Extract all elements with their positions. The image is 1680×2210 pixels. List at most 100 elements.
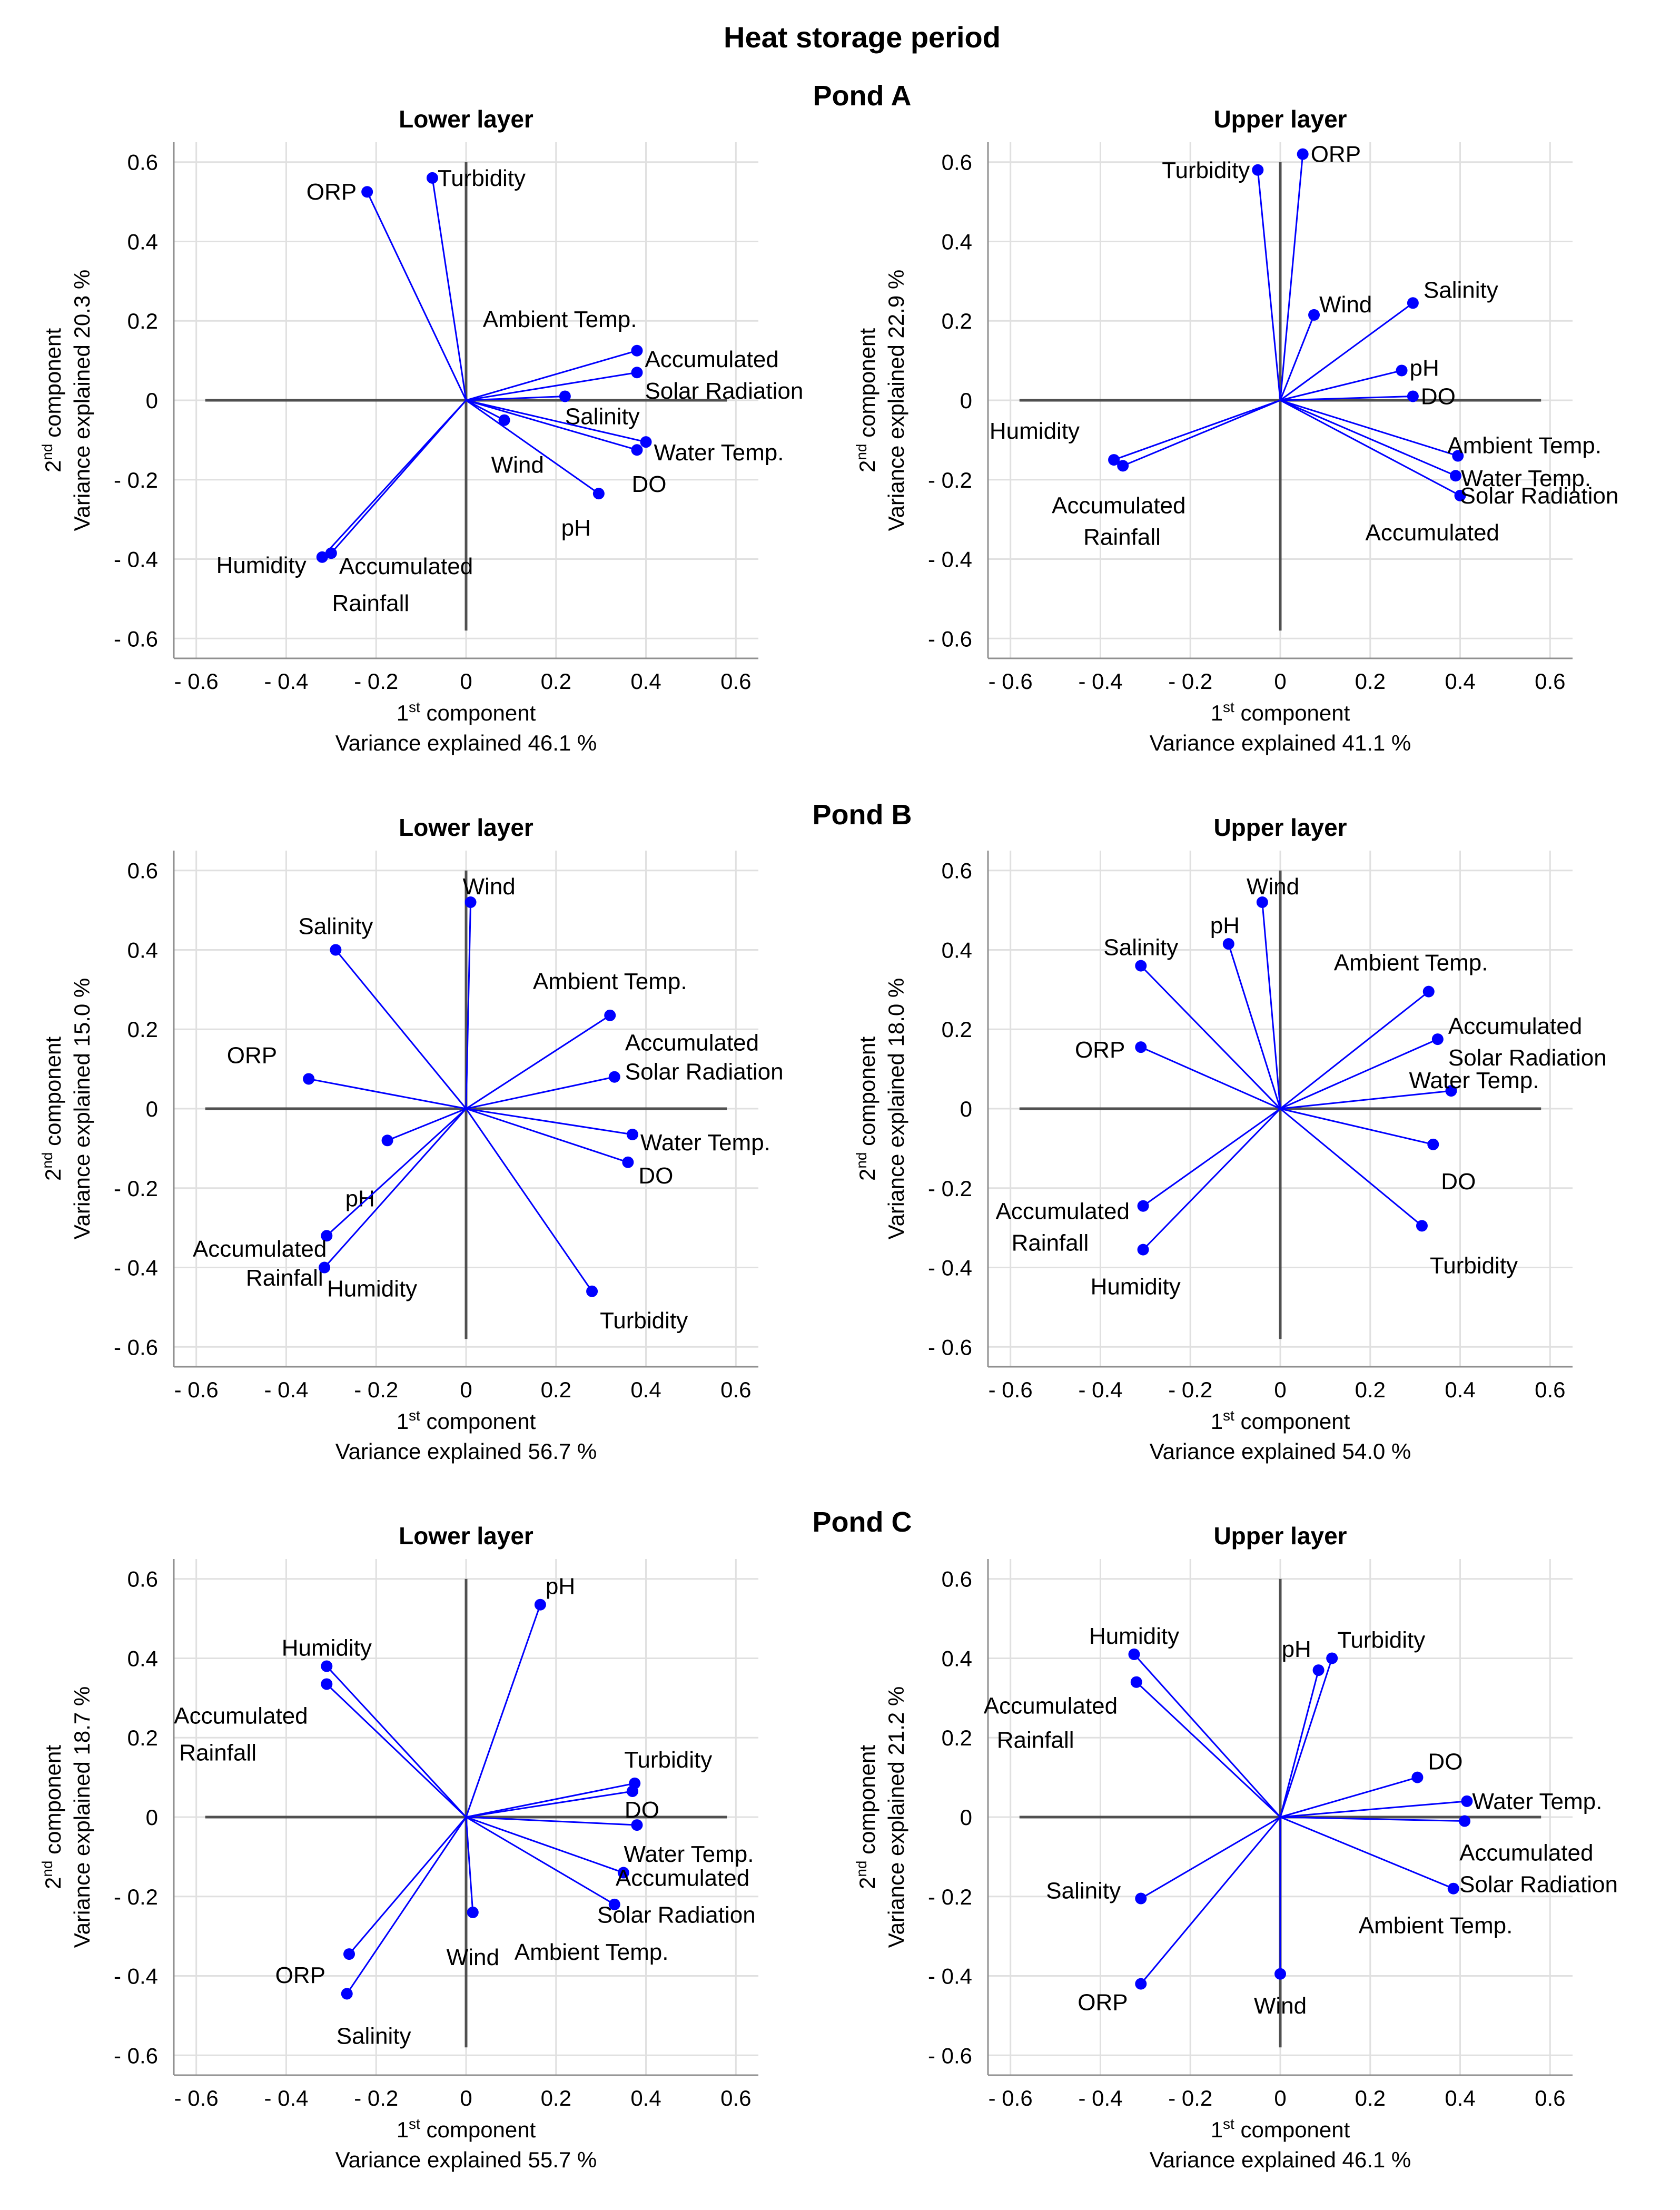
panel-title: Lower layer	[399, 1522, 533, 1550]
loading-point[interactable]	[316, 551, 328, 563]
y-axis-label: 2nd component	[853, 1745, 879, 1889]
loading-point[interactable]	[559, 390, 571, 402]
x-tick-label: 0	[460, 2086, 472, 2110]
loading-point[interactable]	[321, 1678, 333, 1690]
loading-vector	[1280, 991, 1429, 1110]
y-tick-label: 0.6	[942, 859, 972, 883]
loading-point[interactable]	[1222, 938, 1234, 950]
loading-point[interactable]	[1326, 1652, 1338, 1664]
loading-point[interactable]	[465, 896, 477, 908]
y-tick-label: 0	[146, 388, 158, 413]
loading-point[interactable]	[1135, 1978, 1147, 1990]
y-tick-label: 0.6	[127, 859, 158, 883]
loading-point[interactable]	[343, 1948, 355, 1960]
loading-point[interactable]	[1411, 1771, 1424, 1783]
loading-point[interactable]	[1117, 460, 1129, 472]
point-label: Accumulated	[174, 1703, 308, 1729]
point-label: Accumulated	[996, 1199, 1130, 1225]
x-tick-label: 0.2	[1355, 669, 1386, 694]
loading-point[interactable]	[1130, 1676, 1142, 1688]
loading-point[interactable]	[608, 1071, 620, 1083]
loading-point[interactable]	[1454, 489, 1466, 501]
y-tick-label: 0.2	[127, 1725, 158, 1750]
loading-point[interactable]	[341, 1988, 353, 2000]
loading-point[interactable]	[321, 1660, 333, 1672]
loading-point[interactable]	[1135, 1041, 1147, 1053]
loading-point[interactable]	[1431, 1033, 1444, 1045]
loading-point[interactable]	[592, 488, 605, 500]
loading-point[interactable]	[586, 1285, 598, 1297]
y-tick-label: - 0.2	[114, 1885, 158, 1909]
loading-point[interactable]	[1135, 960, 1147, 972]
loading-point[interactable]	[631, 344, 643, 357]
loading-point[interactable]	[325, 547, 337, 559]
loading-vector	[1280, 1777, 1418, 1818]
loading-point[interactable]	[631, 1819, 643, 1831]
loading-point[interactable]	[1407, 297, 1419, 309]
point-label: Humidity	[1091, 1274, 1181, 1300]
loading-point[interactable]	[631, 367, 643, 379]
point-label: Humidity	[1089, 1623, 1179, 1649]
x-tick-label: - 0.4	[264, 1377, 308, 1402]
loading-vector	[431, 177, 467, 401]
loading-point[interactable]	[622, 1156, 634, 1168]
loading-point[interactable]	[626, 1785, 638, 1797]
loading-point[interactable]	[1308, 309, 1320, 321]
point-label: Accumulated	[1366, 520, 1499, 546]
loading-point[interactable]	[361, 186, 373, 198]
y-tick-label: - 0.6	[928, 2043, 972, 2068]
loading-point[interactable]	[498, 414, 510, 426]
loading-point[interactable]	[1416, 1220, 1428, 1232]
loading-point[interactable]	[426, 172, 438, 184]
loading-point[interactable]	[330, 944, 342, 956]
loading-point[interactable]	[1445, 1085, 1457, 1097]
loading-point[interactable]	[604, 1009, 616, 1021]
loading-point[interactable]	[640, 436, 652, 448]
loading-vector	[323, 1108, 467, 1268]
loading-point[interactable]	[534, 1599, 546, 1611]
loading-point[interactable]	[319, 1261, 331, 1274]
biplot-panel: - 0.6 - 0.4 - 0.2 0 0.2 0.4 0.6 0.6 0.4 0.2 0 - 0.2…	[39, 814, 784, 1464]
loading-point[interactable]	[1422, 985, 1435, 998]
loading-point[interactable]	[1108, 454, 1120, 466]
point-label: ORP	[1075, 1037, 1125, 1063]
loading-point[interactable]	[1407, 390, 1419, 402]
loading-point[interactable]	[1459, 1815, 1471, 1827]
loading-point[interactable]	[1427, 1138, 1439, 1150]
loading-point[interactable]	[1274, 1968, 1286, 1980]
point-label: pH	[345, 1186, 375, 1211]
y-tick-label: 0.2	[942, 1725, 972, 1750]
loading-point[interactable]	[1452, 450, 1464, 462]
loading-vector	[466, 399, 637, 451]
loading-point[interactable]	[1252, 164, 1264, 176]
y-tick-label: - 0.6	[114, 1335, 158, 1359]
loading-point[interactable]	[1256, 896, 1268, 908]
point-label: Salinity	[298, 913, 373, 939]
loading-point[interactable]	[608, 1898, 620, 1910]
point-label: ORP	[307, 179, 357, 205]
loading-point[interactable]	[1135, 1892, 1147, 1905]
loading-point[interactable]	[617, 1867, 629, 1879]
point-label: ORP	[227, 1042, 277, 1068]
loading-point[interactable]	[467, 1906, 479, 1918]
point-label: pH	[1210, 913, 1240, 939]
loading-point[interactable]	[1396, 364, 1408, 377]
point-label: Ambient Temp.	[1334, 950, 1488, 976]
loading-point[interactable]	[1447, 1882, 1459, 1895]
loading-point[interactable]	[1312, 1664, 1325, 1676]
point-label: pH	[546, 1574, 575, 1600]
loading-point[interactable]	[1128, 1648, 1140, 1660]
loading-vector	[366, 191, 467, 401]
loading-point[interactable]	[1137, 1244, 1149, 1256]
loading-point[interactable]	[1137, 1200, 1149, 1212]
loading-point[interactable]	[303, 1073, 315, 1085]
loading-point[interactable]	[631, 444, 643, 456]
loading-point[interactable]	[626, 1129, 638, 1140]
loading-point[interactable]	[321, 1230, 333, 1242]
loading-vector	[465, 1604, 541, 1818]
loading-point[interactable]	[1297, 148, 1309, 160]
loading-point[interactable]	[1450, 470, 1461, 482]
loading-point[interactable]	[381, 1134, 393, 1147]
loading-point[interactable]	[1461, 1795, 1473, 1807]
x-tick-label: - 0.2	[1168, 1377, 1212, 1402]
